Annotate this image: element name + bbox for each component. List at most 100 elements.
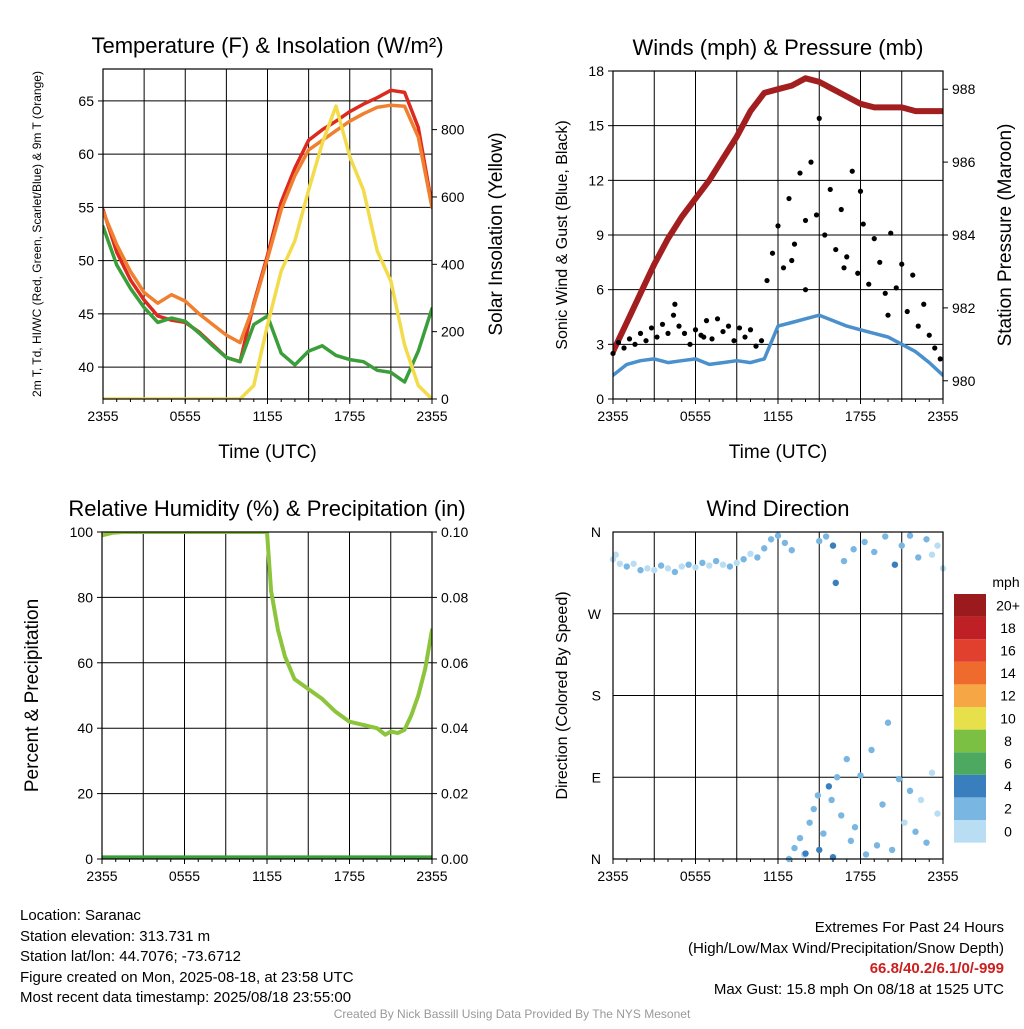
temperature-frame	[102, 68, 433, 400]
gust-point	[659, 321, 666, 327]
winds-ytick-label: 15	[588, 118, 604, 134]
humidity-ytick-label: 0	[85, 851, 93, 867]
gust-point	[899, 261, 905, 267]
winds-title: Winds (mph) & Pressure (mb)	[633, 35, 924, 60]
gust-point	[937, 356, 943, 362]
direction-point	[712, 557, 720, 565]
gust-point	[904, 308, 910, 315]
temperature-xtick-label: 2355	[416, 408, 447, 424]
direction-ytick-label: N	[591, 851, 601, 867]
gust-point	[720, 328, 726, 335]
humidity-ytick-label: 60	[77, 655, 93, 671]
gust-point	[714, 316, 721, 322]
gust-point	[855, 270, 861, 276]
direction-point	[664, 565, 672, 572]
winds-ylabel-left: Sonic Wind & Gust (Blue, Black)	[554, 120, 571, 349]
direction-xtick-label: 1755	[845, 868, 876, 884]
direction-point	[851, 824, 859, 831]
direction-point	[857, 772, 864, 779]
winds-series-line-0	[613, 313, 943, 378]
gust-point	[648, 325, 655, 331]
humidity-y2tick-label: 0.06	[441, 655, 468, 671]
temperature-ytick-label: 65	[78, 93, 94, 109]
direction-xtick-label: 2355	[597, 868, 628, 884]
direction-point	[928, 769, 936, 776]
direction-point	[816, 846, 823, 854]
gust-point	[849, 168, 855, 174]
gust-point	[882, 290, 888, 296]
temperature-ylabel-right: Solar Insolation (Yellow)	[486, 132, 507, 335]
gust-point	[703, 318, 710, 324]
gust-point	[893, 285, 899, 291]
humidity-xtick-label: 2355	[416, 868, 447, 884]
colorbar-swatch	[954, 707, 986, 730]
direction-point	[820, 830, 827, 837]
humidity-y2tick-label: 0.02	[441, 786, 468, 802]
humidity-ytick-label: 20	[77, 786, 93, 802]
temperature-xtick-label: 1755	[334, 408, 365, 424]
gust-point	[692, 327, 699, 333]
station-info: Location: Saranac Station elevation: 313…	[20, 906, 354, 1009]
direction-point	[861, 538, 868, 546]
gust-point	[687, 341, 693, 347]
winds-y2tick-label: 984	[952, 227, 976, 243]
colorbar-swatch	[954, 752, 986, 775]
direction-point	[928, 551, 936, 558]
direction-point	[719, 561, 727, 568]
temperature-xtick-label: 2355	[87, 408, 118, 424]
max-gust-text: Max Gust: 15.8 mph On 08/18 at 1525 UTC	[713, 980, 1004, 998]
direction-point	[832, 579, 839, 587]
colorbar-label: 6	[1004, 756, 1012, 772]
winds-ylabel-right: Station Pressure (Maroon)	[995, 124, 1016, 347]
direction-point	[917, 796, 925, 804]
temperature-xlabel: Time (UTC)	[218, 442, 317, 463]
direction-xtick-label: 0555	[680, 868, 711, 884]
humidity-y2tick-label: 0.00	[441, 851, 468, 867]
temperature-ytick-label: 45	[78, 306, 94, 322]
direction-point	[791, 844, 798, 852]
temperature-y2tick-label: 800	[441, 122, 465, 138]
extremes-values: 66.8/40.2/6.1/0/-999	[869, 960, 1004, 977]
direction-point	[923, 536, 930, 543]
gust-point	[915, 323, 921, 329]
humidity-ylabel-left: Percent & Precipitation	[22, 599, 43, 792]
colorbar-title: mph	[992, 574, 1019, 590]
temperature-xtick-label: 0555	[170, 408, 201, 424]
gust-point	[731, 338, 737, 344]
humidity-xtick-label: 2355	[86, 868, 117, 884]
winds-ytick-label: 9	[596, 227, 604, 243]
direction-point	[891, 561, 899, 568]
direction-point	[806, 819, 813, 826]
winds-xtick-label: 2355	[597, 408, 628, 424]
extremes-heading: Extremes For Past 24 Hours	[814, 919, 1004, 936]
direction-title: Wind Direction	[706, 496, 849, 521]
direction-frame	[612, 531, 944, 860]
direction-point	[612, 551, 619, 558]
winds-xtick-label: 0555	[680, 408, 711, 424]
direction-point	[906, 787, 914, 795]
colorbar-label: 16	[1000, 643, 1016, 659]
gust-point	[877, 259, 883, 265]
colorbar-label: 0	[1004, 823, 1012, 839]
direction-point	[657, 562, 665, 569]
humidity-title: Relative Humidity (%) & Precipitation (i…	[68, 496, 465, 521]
gust-point	[681, 330, 688, 336]
gust-point	[888, 230, 894, 236]
credit-text: Created By Nick Bassill Using Data Provi…	[333, 1007, 691, 1021]
direction-point	[699, 559, 706, 567]
gust-point	[871, 236, 877, 242]
latlon-text: Station lat/lon: 44.7076; -73.6712	[20, 948, 242, 965]
gust-point	[813, 212, 820, 218]
gust-point	[632, 341, 638, 347]
direction-point	[833, 774, 841, 781]
winds-series-line-1	[613, 75, 943, 355]
created-text: Figure created on Mon, 2025-08-18, at 23…	[20, 968, 354, 986]
temperature-series-line-3	[103, 104, 432, 399]
direction-point	[671, 568, 679, 576]
direction-point	[637, 566, 644, 574]
humidity-ytick-label: 80	[77, 589, 93, 605]
direction-point	[828, 796, 835, 804]
gust-point	[797, 170, 803, 176]
humidity-y2tick-label: 0.04	[441, 720, 468, 736]
humidity-frame	[101, 531, 433, 860]
